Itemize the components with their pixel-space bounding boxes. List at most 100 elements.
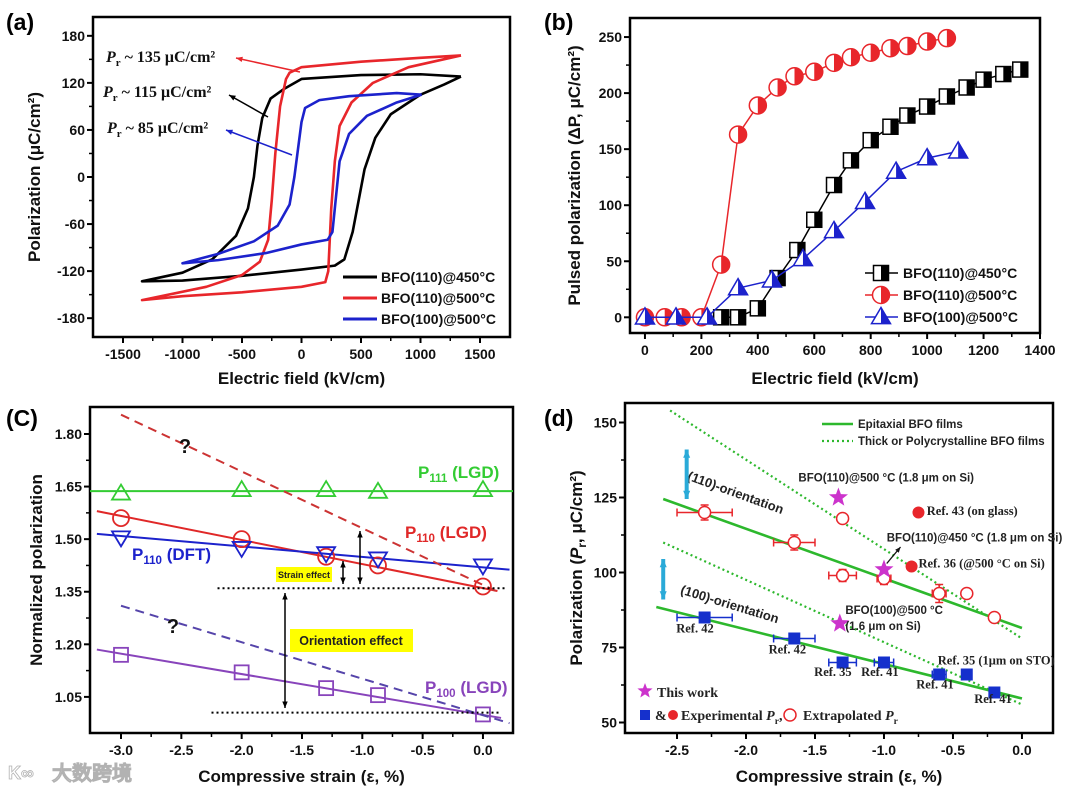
marker-fill bbox=[865, 192, 875, 209]
reference-label: Ref. 42 bbox=[769, 643, 807, 657]
marker-fill bbox=[797, 242, 805, 258]
legend-label: BFO(110)@500°C bbox=[381, 290, 495, 306]
extrapolated-point bbox=[787, 535, 802, 550]
marker-fill bbox=[946, 29, 956, 47]
reference-label: Ref. 43 (on glass) bbox=[927, 504, 1018, 518]
marker-fill bbox=[958, 141, 968, 159]
x-tick-label: 400 bbox=[746, 342, 770, 358]
hysteresis-loop bbox=[181, 91, 423, 265]
fit-line bbox=[662, 497, 1023, 630]
label-rest: ~ 115 μC/cm² bbox=[118, 84, 212, 101]
y-tick-label: 1.80 bbox=[55, 426, 82, 442]
x-tick-label: 1400 bbox=[1024, 342, 1055, 358]
x-tick-label: 1000 bbox=[912, 342, 943, 358]
marker-fill bbox=[707, 307, 717, 324]
panel-label: (d) bbox=[544, 405, 573, 431]
sample-label: BFO(110)@450 °C (1.8 μm on Si) bbox=[887, 533, 1063, 545]
y-tick-label: 150 bbox=[599, 141, 623, 157]
marker-fill bbox=[834, 177, 842, 193]
marker-fill bbox=[738, 309, 746, 325]
arrowhead bbox=[895, 547, 901, 553]
triangle-down-marker bbox=[472, 558, 494, 577]
x-axis-label: Electric field (kV/cm) bbox=[751, 369, 918, 388]
annotation-arrow bbox=[225, 129, 293, 156]
marker-fill bbox=[675, 307, 686, 324]
label-main: P bbox=[132, 545, 143, 564]
reference-label: Ref. 42 bbox=[676, 622, 714, 636]
x-tick-label: -2.0 bbox=[230, 742, 254, 758]
label-main: P bbox=[425, 678, 436, 697]
hysteresis-loop bbox=[140, 72, 462, 283]
series-label: P110 (DFT) bbox=[132, 545, 211, 567]
x-axis-label: Compressive strain (ε, %) bbox=[736, 767, 942, 786]
label-part: , bbox=[779, 709, 783, 724]
experimental-point-100 bbox=[836, 656, 849, 669]
legend-label: Epitaxial BFO films bbox=[858, 419, 963, 431]
reference-label: Ref. 35 (1μm on STO) bbox=[938, 653, 1055, 667]
y-tick-label: 125 bbox=[594, 490, 618, 506]
circle-marker bbox=[369, 556, 387, 575]
extrapolated-point bbox=[987, 610, 1002, 625]
arrowhead bbox=[659, 591, 667, 600]
label-part: P bbox=[766, 709, 775, 724]
marker-fill bbox=[896, 162, 906, 179]
y-tick-label: 100 bbox=[594, 565, 618, 581]
x-tick-label: 0 bbox=[298, 346, 306, 362]
marker-fill bbox=[881, 307, 891, 324]
label-rest: (DFT) bbox=[162, 545, 211, 564]
arrowhead bbox=[357, 531, 363, 538]
triangle-up-marker bbox=[315, 479, 337, 497]
y-tick-label: 75 bbox=[601, 640, 617, 656]
marker-fill bbox=[890, 119, 898, 135]
y-tick-label: -120 bbox=[57, 263, 85, 279]
extrapolated-point bbox=[697, 505, 712, 520]
annotation-arrow bbox=[235, 57, 301, 73]
label-part: Experimental bbox=[681, 709, 766, 724]
marker-fill bbox=[814, 63, 823, 81]
y-tick-label: 1.20 bbox=[55, 636, 82, 652]
x-tick-label: 600 bbox=[803, 342, 827, 358]
watermark-logo: K∞ bbox=[8, 763, 34, 783]
extrapolated-point bbox=[932, 586, 946, 601]
question-mark: ? bbox=[167, 616, 179, 638]
marker-fill bbox=[738, 126, 747, 144]
label-part: P bbox=[885, 709, 894, 724]
fit-line bbox=[656, 605, 1023, 700]
label-part: Polarization ( bbox=[567, 559, 586, 666]
annotation-arrow bbox=[228, 94, 269, 118]
marker-fill bbox=[757, 300, 766, 316]
fit-line bbox=[96, 532, 510, 571]
this-work-star bbox=[830, 613, 850, 632]
x-tick-label: 1000 bbox=[405, 346, 436, 362]
label-sub: r bbox=[113, 92, 118, 104]
marker-fill bbox=[870, 44, 880, 62]
orientation-effect-label: Orientation effect bbox=[299, 634, 403, 648]
marker-fill bbox=[721, 309, 729, 325]
marker-fill bbox=[881, 286, 890, 304]
marker-fill bbox=[946, 88, 955, 104]
label-part: P bbox=[567, 547, 586, 559]
legend-label: Thick or Polycrystalline BFO films bbox=[858, 436, 1045, 448]
x-tick-label: 200 bbox=[690, 342, 714, 358]
marker-fill bbox=[907, 37, 916, 55]
label-main: P bbox=[405, 523, 416, 542]
plot-frame bbox=[623, 401, 1055, 735]
legend-label: This work bbox=[657, 686, 718, 701]
y-tick-label: -60 bbox=[65, 216, 85, 232]
y-tick-label: 150 bbox=[594, 415, 618, 431]
panel-1: 0 200 400 600 800 1000 1200 1400 0 50 100 150 200 250… bbox=[544, 9, 1056, 388]
arrowhead bbox=[236, 56, 243, 63]
marker-fill bbox=[870, 132, 879, 148]
label-part: r bbox=[577, 543, 589, 548]
x-tick-label: -1.0 bbox=[872, 742, 896, 758]
panel-label: (C) bbox=[6, 405, 38, 431]
arrowhead bbox=[282, 593, 288, 600]
strain-effect-label: Strain effect bbox=[278, 570, 330, 580]
reference-label: Ref. 41 bbox=[916, 678, 954, 692]
orientation-effect-highlight bbox=[290, 629, 413, 652]
plot-frame bbox=[628, 16, 1042, 335]
x-tick-label: -2.0 bbox=[734, 742, 758, 758]
marker-fill bbox=[802, 249, 813, 266]
square-marker bbox=[113, 646, 129, 663]
x-tick-label: 500 bbox=[349, 346, 373, 362]
